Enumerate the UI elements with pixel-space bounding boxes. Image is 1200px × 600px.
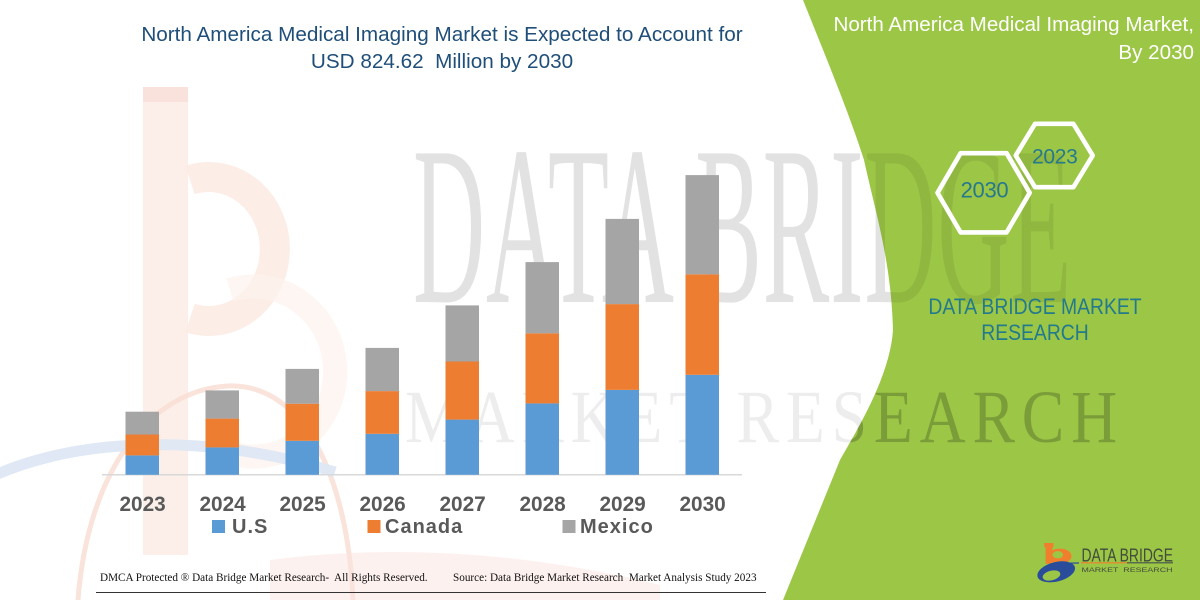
svg-text:2028: 2028 bbox=[519, 493, 565, 516]
svg-text:MARKET RESEARCH: MARKET RESEARCH bbox=[1082, 567, 1173, 574]
svg-text:Mexico: Mexico bbox=[580, 516, 654, 538]
svg-text:DATA BRIDGE: DATA BRIDGE bbox=[1082, 544, 1174, 565]
svg-text:2024: 2024 bbox=[199, 493, 246, 516]
svg-text:U.S: U.S bbox=[232, 516, 268, 538]
svg-text:2027: 2027 bbox=[439, 493, 485, 516]
svg-text:2023: 2023 bbox=[1032, 146, 1078, 169]
svg-text:Canada: Canada bbox=[385, 516, 463, 538]
svg-text:2026: 2026 bbox=[359, 493, 405, 516]
svg-text:2025: 2025 bbox=[279, 493, 325, 516]
svg-text:2023: 2023 bbox=[119, 493, 165, 516]
svg-text:2030: 2030 bbox=[961, 178, 1009, 203]
svg-text:2030: 2030 bbox=[679, 493, 725, 516]
svg-text:2029: 2029 bbox=[599, 493, 645, 516]
